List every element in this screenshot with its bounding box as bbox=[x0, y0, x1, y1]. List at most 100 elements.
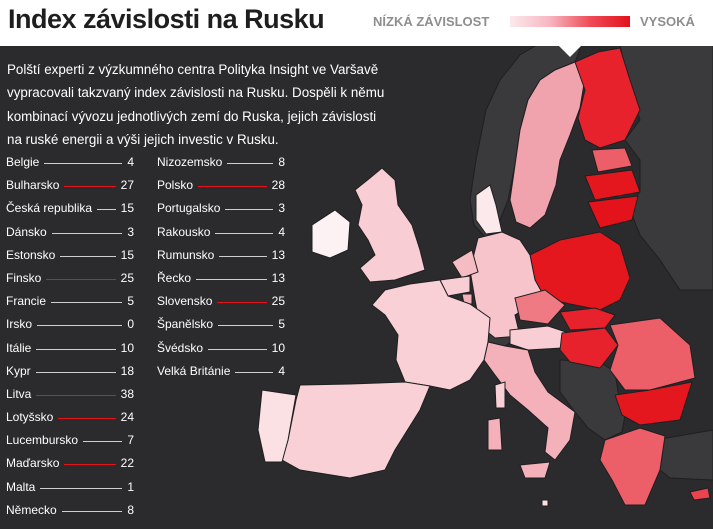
country-greece bbox=[599, 427, 666, 506]
country-name: Francie bbox=[6, 294, 47, 309]
index-value: 5 bbox=[278, 317, 285, 332]
country-name: Itálie bbox=[6, 340, 32, 355]
index-value: 27 bbox=[120, 178, 134, 193]
index-value: 10 bbox=[271, 340, 285, 355]
country-name: Dánsko bbox=[6, 224, 47, 239]
country-czech-republic bbox=[514, 289, 566, 325]
index-value: 15 bbox=[120, 201, 134, 216]
country-romania bbox=[609, 317, 696, 391]
country-index-row: Malta 1 bbox=[6, 478, 134, 501]
country-index-row: Portugalsko 3 bbox=[157, 199, 285, 222]
country-index-row: Nizozemsko 8 bbox=[157, 153, 285, 176]
country-hungary bbox=[559, 327, 619, 369]
country-index-row: Francie 5 bbox=[6, 292, 134, 315]
country-name: Rumunsko bbox=[157, 247, 215, 262]
country-name: Česká republika bbox=[6, 201, 93, 216]
country-france bbox=[371, 279, 491, 391]
country-name: Rakousko bbox=[157, 224, 211, 239]
index-value: 7 bbox=[127, 433, 134, 448]
index-value: 3 bbox=[278, 201, 285, 216]
country-latvia bbox=[584, 169, 641, 201]
intro-line: na ruské energii a výši jejich investic … bbox=[7, 132, 279, 148]
index-value: 0 bbox=[127, 317, 134, 332]
land-russia-non-eu bbox=[619, 44, 713, 291]
index-value: 4 bbox=[127, 155, 134, 169]
country-index-row: Litva 38 bbox=[6, 385, 134, 408]
index-value: 4 bbox=[278, 363, 285, 378]
country-name: Španělsko bbox=[157, 317, 214, 332]
leader-line bbox=[219, 255, 267, 257]
intro-line: kombinací vývozu jednotlivých zemí do Ru… bbox=[7, 108, 377, 124]
country-name: Litva bbox=[6, 386, 32, 401]
leader-line bbox=[196, 278, 267, 280]
index-value: 4 bbox=[278, 224, 285, 239]
intro-line: Polští experti z výzkumného centra Polit… bbox=[7, 62, 379, 77]
index-value: 15 bbox=[120, 247, 134, 262]
country-portugal bbox=[257, 389, 297, 463]
leader-line bbox=[225, 209, 273, 211]
country-spain bbox=[281, 381, 431, 479]
leader-line bbox=[46, 278, 116, 280]
leader-line bbox=[51, 302, 122, 304]
country-index-row: Polsko 28 bbox=[157, 176, 285, 199]
index-value: 8 bbox=[278, 155, 285, 169]
country-name: Polsko bbox=[157, 178, 194, 193]
leader-line bbox=[215, 232, 273, 234]
country-finland bbox=[574, 47, 641, 149]
country-name: Řecko bbox=[157, 270, 192, 285]
country-name: Švédsko bbox=[157, 340, 204, 355]
country-united-kingdom bbox=[354, 167, 426, 283]
leader-line bbox=[235, 371, 273, 373]
country-name: Nizozemsko bbox=[157, 155, 223, 169]
leader-line bbox=[217, 302, 267, 304]
country-index-row: Estonsko 15 bbox=[6, 246, 134, 269]
index-value: 38 bbox=[120, 386, 134, 401]
leader-line bbox=[198, 186, 267, 188]
country-index-row: Rumunsko 13 bbox=[157, 246, 285, 269]
country-index-row: Česká republika 15 bbox=[6, 199, 134, 222]
country-name: Lotyšsko bbox=[6, 410, 54, 425]
country-austria bbox=[509, 325, 567, 351]
country-name: Portugalsko bbox=[157, 201, 221, 216]
country-index-row: Finsko 25 bbox=[6, 269, 134, 292]
country-name: Maďarsko bbox=[6, 456, 60, 471]
country-ireland bbox=[311, 209, 351, 259]
country-index-row: Lotyšsko 24 bbox=[6, 408, 134, 431]
leader-line bbox=[64, 186, 116, 188]
index-value: 10 bbox=[120, 340, 134, 355]
index-value: 13 bbox=[271, 270, 285, 285]
legend-high-label: VYSOKÁ bbox=[640, 14, 695, 29]
leader-line bbox=[218, 325, 273, 327]
country-index-row: Irsko 0 bbox=[6, 315, 134, 338]
country-name: Finsko bbox=[6, 270, 42, 285]
index-value: 25 bbox=[120, 270, 134, 285]
country-index-row: Lucembursko 7 bbox=[6, 431, 134, 454]
country-denmark bbox=[475, 184, 503, 235]
country-index-row: Řecko 13 bbox=[157, 269, 285, 292]
leader-line bbox=[64, 464, 116, 466]
country-sweden bbox=[509, 61, 586, 229]
country-index-row: Švédsko 10 bbox=[157, 339, 285, 362]
page-title: Index závislosti na Rusku bbox=[8, 4, 325, 34]
leader-line bbox=[208, 348, 267, 350]
leader-line bbox=[83, 441, 122, 443]
index-value: 25 bbox=[271, 294, 285, 309]
leader-line bbox=[36, 348, 116, 350]
country-france-corsica bbox=[494, 381, 506, 409]
country-name: Estonsko bbox=[6, 247, 56, 262]
country-name: Kypr bbox=[6, 363, 31, 378]
country-name: Belgie bbox=[6, 155, 40, 169]
legend-low-label: NÍZKÁ ZÁVISLOST bbox=[373, 14, 490, 29]
country-index-row: Belgie 4 bbox=[6, 153, 134, 176]
legend-gradient-bar bbox=[510, 16, 630, 27]
country-index-row: Španělsko 5 bbox=[157, 315, 285, 338]
index-value: 24 bbox=[120, 410, 134, 425]
leader-line bbox=[58, 418, 116, 420]
leader-line bbox=[36, 394, 116, 396]
index-value: 5 bbox=[127, 294, 134, 309]
index-value: 1 bbox=[127, 479, 134, 494]
leader-line bbox=[36, 371, 116, 373]
leader-line bbox=[52, 232, 122, 234]
country-index-list-right: Nizozemsko 8 Polsko 28 Portugalsko 3 Rakousko 4… bbox=[157, 153, 285, 385]
